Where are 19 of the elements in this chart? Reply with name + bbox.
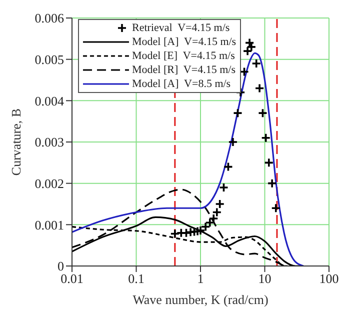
x-tick-label: 100 (319, 271, 339, 286)
y-tick-label: 0.002 (34, 176, 64, 191)
x-axis-title: Wave number, K (rad/cm) (132, 292, 268, 307)
legend-label: Model [R] V=4.15 m/s (132, 64, 236, 76)
y-axis-title: Curvature, B (8, 108, 24, 176)
y-tick-label: 0.005 (34, 52, 64, 67)
legend-label: Retrieval V=4.15 m/s (132, 22, 230, 34)
x-tick-label: 0.01 (60, 271, 84, 286)
y-tick-label: 0 (58, 258, 64, 274)
legend-label: Model [A] V=4.15 m/s (132, 36, 236, 48)
legend-label: Model [E] V=4.15 m/s (132, 50, 235, 62)
y-tick-label: 0.006 (34, 10, 64, 26)
x-tick-label: 10 (258, 271, 272, 286)
legend-label: Model [A] V=8.5 m/s (132, 78, 231, 90)
y-tick-label: 0.003 (34, 134, 64, 150)
x-tick-label: 0.1 (128, 271, 144, 286)
x-tick-label: 1 (197, 271, 204, 286)
y-tick-label: 0.004 (34, 93, 64, 108)
y-tick-label: 0.001 (34, 217, 64, 232)
